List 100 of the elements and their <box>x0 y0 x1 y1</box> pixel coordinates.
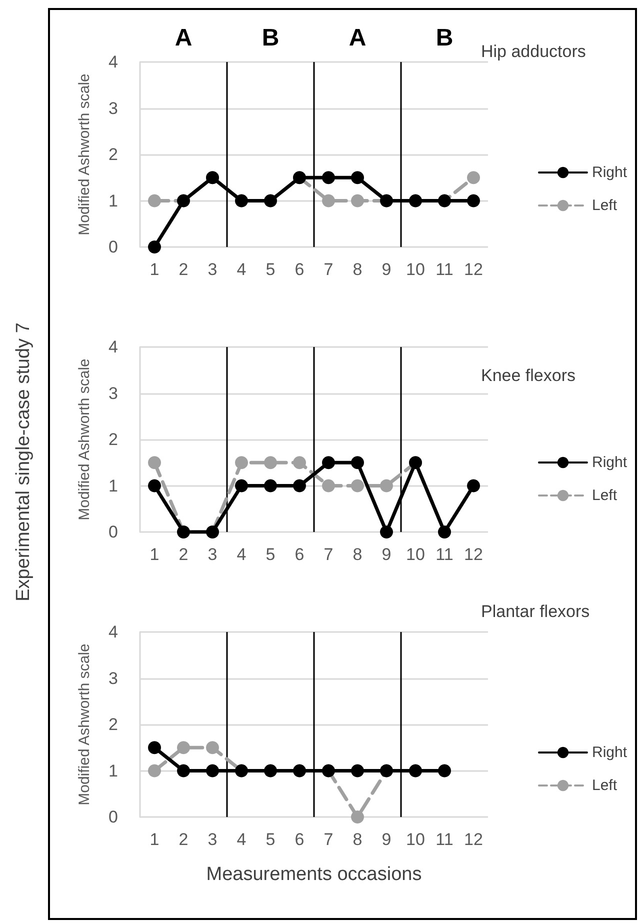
x-tick-label: 4 <box>236 545 246 564</box>
y-tick-label: 2 <box>108 145 118 164</box>
x-tick-label: 1 <box>150 260 160 279</box>
point <box>467 194 480 208</box>
point <box>351 479 364 492</box>
y-tick-label: 0 <box>108 808 118 826</box>
x-tick-label: 12 <box>464 545 483 564</box>
text: A <box>174 24 192 52</box>
point <box>322 194 335 208</box>
legend-label: Left <box>592 487 618 504</box>
x-tick-label: 10 <box>406 545 425 564</box>
point <box>293 479 306 492</box>
point <box>351 810 364 824</box>
point <box>235 456 248 470</box>
text: A <box>348 24 366 52</box>
point <box>351 456 364 470</box>
x-tick-label: 6 <box>294 830 304 849</box>
x-tick-label: 4 <box>236 260 246 279</box>
point <box>148 479 161 492</box>
x-tick-label: 11 <box>436 830 454 849</box>
x-tick-label: 2 <box>178 830 188 849</box>
y-tick-label: 3 <box>108 98 118 118</box>
x-axis-title: Measurements occasions <box>206 864 422 885</box>
y-axis-title: Modified Ashworth scale <box>76 644 93 806</box>
y-tick-label: 1 <box>108 191 118 210</box>
point <box>177 741 190 754</box>
legend-label: Right <box>592 454 628 471</box>
y-tick-label: 2 <box>108 430 118 449</box>
text: Knee flexors <box>481 366 576 385</box>
x-tick-label: 7 <box>324 545 334 564</box>
y-axis-title: Modified Ashworth scale <box>76 358 93 520</box>
point <box>148 240 161 254</box>
point <box>322 456 335 470</box>
x-tick-label: 4 <box>236 830 246 849</box>
text: Hip adductors <box>481 42 586 61</box>
point <box>380 479 393 492</box>
point <box>206 741 219 754</box>
point <box>380 526 393 538</box>
point <box>322 479 335 492</box>
point <box>148 741 161 754</box>
x-tick-label: 12 <box>464 830 483 849</box>
point <box>293 456 306 470</box>
point <box>177 764 190 778</box>
text: Plantar flexors <box>481 602 590 621</box>
x-tick-label: 1 <box>150 545 160 564</box>
point <box>351 764 364 778</box>
x-tick-label: 10 <box>406 830 425 849</box>
x-tick-label: 2 <box>178 545 188 564</box>
x-tick-label: 5 <box>266 260 276 279</box>
y-tick-label: 4 <box>108 622 118 642</box>
point <box>206 764 219 778</box>
x-tick-label: 9 <box>382 545 392 564</box>
x-tick-label: 9 <box>382 260 392 279</box>
y-tick-label: 4 <box>108 52 118 72</box>
x-tick-label: 11 <box>436 545 454 564</box>
text: B <box>436 24 454 52</box>
point <box>467 171 480 184</box>
x-tick-label: 6 <box>294 545 304 564</box>
legend-label: Left <box>592 197 618 214</box>
y-tick-label: 1 <box>108 761 118 780</box>
legend-label: Left <box>592 777 618 794</box>
y-tick-label: 4 <box>108 338 118 356</box>
x-tick-label: 12 <box>464 260 483 279</box>
point <box>467 479 480 492</box>
x-tick-label: 3 <box>208 260 218 279</box>
y-tick-label: 3 <box>108 384 118 403</box>
x-tick-label: 5 <box>266 830 276 849</box>
x-tick-label: 1 <box>150 830 160 849</box>
text: Experimental single-case study 7 <box>13 322 35 602</box>
point <box>148 456 161 470</box>
point <box>322 171 335 184</box>
x-tick-label: 7 <box>324 830 334 849</box>
point <box>264 479 277 492</box>
x-tick-label: 10 <box>406 260 425 279</box>
x-tick-label: 3 <box>208 830 218 849</box>
y-axis-title: Modified Ashworth scale <box>76 74 93 236</box>
y-tick-label: 2 <box>108 715 118 734</box>
y-tick-label: 0 <box>108 522 118 542</box>
x-tick-label: 11 <box>436 260 454 279</box>
x-tick-label: 6 <box>294 260 304 279</box>
x-tick-label: 8 <box>352 260 362 279</box>
point <box>264 456 277 470</box>
point <box>148 194 161 208</box>
x-tick-label: 7 <box>324 260 334 279</box>
y-tick-label: 3 <box>108 668 118 688</box>
point <box>351 171 364 184</box>
point <box>351 194 364 208</box>
text: B <box>262 24 280 52</box>
y-tick-label: 0 <box>108 238 118 256</box>
legend-label: Right <box>592 744 628 761</box>
legend-label: Right <box>592 164 628 181</box>
x-tick-label: 2 <box>178 260 188 279</box>
y-tick-label: 1 <box>108 476 118 496</box>
x-tick-label: 9 <box>382 830 392 849</box>
x-tick-label: 3 <box>208 545 218 564</box>
point <box>235 479 248 492</box>
x-tick-label: 8 <box>352 545 362 564</box>
x-tick-label: 8 <box>352 830 362 849</box>
point <box>148 764 161 778</box>
x-tick-label: 5 <box>266 545 276 564</box>
